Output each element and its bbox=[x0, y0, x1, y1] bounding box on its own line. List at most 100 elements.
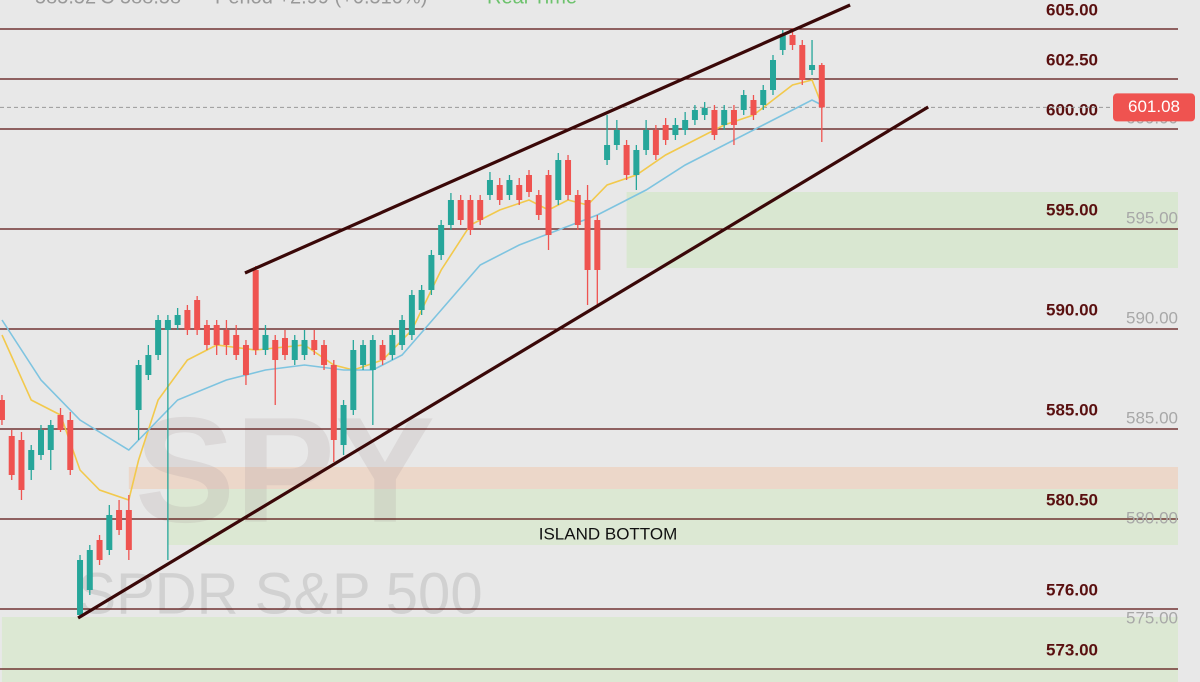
candle-body bbox=[691, 110, 698, 120]
candle-body bbox=[389, 335, 396, 355]
candle-body bbox=[77, 560, 84, 615]
candle-body bbox=[164, 320, 171, 330]
header-open: 585.52 bbox=[35, 0, 96, 8]
candle-body bbox=[555, 160, 562, 200]
zone bbox=[128, 467, 1178, 489]
candle-body bbox=[281, 338, 288, 355]
candle-body bbox=[106, 515, 113, 550]
candle-body bbox=[418, 290, 425, 310]
candle-body bbox=[584, 200, 591, 270]
candle-body bbox=[125, 510, 132, 550]
candle-body bbox=[57, 415, 64, 430]
candle-body bbox=[252, 270, 259, 350]
candle-body bbox=[272, 340, 279, 360]
last-price-label: 601.08 bbox=[1128, 97, 1180, 116]
candle-body bbox=[340, 405, 347, 445]
zone bbox=[626, 192, 1178, 268]
annotation: ISLAND BOTTOM bbox=[539, 524, 678, 543]
candle-body bbox=[701, 108, 708, 115]
candle-body bbox=[662, 125, 669, 140]
candle-body bbox=[155, 320, 162, 355]
candle-body bbox=[350, 350, 357, 410]
candle-body bbox=[96, 540, 103, 560]
candle-body bbox=[194, 300, 201, 330]
zone bbox=[167, 489, 1179, 545]
candle-body bbox=[740, 95, 747, 110]
candle-body bbox=[8, 436, 15, 475]
candle-body bbox=[769, 60, 776, 90]
y-tick-label: 590.00 bbox=[1126, 308, 1178, 327]
candle-body bbox=[0, 400, 5, 420]
candle-body bbox=[37, 430, 44, 455]
last-price-tag bbox=[1113, 93, 1195, 122]
candle-body bbox=[594, 220, 601, 270]
candle-body bbox=[711, 110, 718, 135]
candle-body bbox=[67, 420, 74, 470]
candle-body bbox=[779, 35, 786, 50]
candle-body bbox=[574, 195, 581, 225]
candle-body bbox=[145, 355, 152, 375]
candle-body bbox=[789, 35, 796, 45]
candle-body bbox=[301, 340, 308, 355]
candle-body bbox=[799, 45, 806, 80]
candle-body bbox=[438, 225, 445, 255]
watermark: SPY bbox=[135, 386, 435, 554]
candle-body bbox=[604, 145, 611, 160]
candle-body bbox=[565, 160, 572, 195]
header-close: C 588.58 bbox=[100, 0, 181, 8]
candle-body bbox=[223, 330, 230, 345]
candles bbox=[0, 28, 825, 618]
y-tick-label: 575.00 bbox=[1126, 608, 1178, 627]
candle-body bbox=[623, 145, 630, 175]
candle-body bbox=[408, 295, 415, 335]
level-label: 585.00 bbox=[1046, 400, 1098, 419]
level-label: 576.00 bbox=[1046, 580, 1098, 599]
level-label: 573.00 bbox=[1046, 640, 1098, 659]
candle-body bbox=[516, 185, 523, 200]
candle-body bbox=[135, 365, 142, 410]
price-axis: 575.00580.00585.00590.00595.00600.00601.… bbox=[1113, 93, 1195, 627]
candle-body bbox=[818, 65, 825, 108]
candle-body bbox=[47, 425, 54, 450]
candle-body bbox=[652, 130, 659, 155]
zones bbox=[1, 192, 1179, 682]
candle-body bbox=[486, 180, 493, 195]
header: 585.52 C 588.58 Period +2.99 (+0.510%) R… bbox=[35, 0, 577, 8]
candle-body bbox=[525, 175, 532, 192]
candle-body bbox=[291, 340, 298, 360]
level-label: 600.00 bbox=[1046, 100, 1098, 119]
candle-body bbox=[721, 110, 728, 125]
ma-line bbox=[1, 99, 823, 452]
candle-body bbox=[730, 110, 737, 125]
candle-body bbox=[379, 345, 386, 360]
level-label: 602.50 bbox=[1046, 50, 1098, 69]
candle-body bbox=[311, 340, 318, 350]
trendlines bbox=[77, 3, 930, 620]
candle-body bbox=[86, 550, 93, 590]
candle-body bbox=[643, 130, 650, 150]
level-label: 605.00 bbox=[1046, 0, 1098, 19]
y-tick-label: 585.00 bbox=[1126, 408, 1178, 427]
candle-body bbox=[116, 510, 123, 530]
candle-body bbox=[613, 130, 620, 145]
trendline bbox=[244, 3, 851, 275]
y-tick-label: 595.00 bbox=[1126, 208, 1178, 227]
candle-body bbox=[633, 150, 640, 175]
candle-body bbox=[28, 450, 35, 470]
candle-body bbox=[174, 315, 181, 325]
candle-body bbox=[496, 185, 503, 200]
watermark-subtitle: SPDR S&P 500 bbox=[77, 561, 482, 626]
candle-body bbox=[369, 340, 376, 370]
level-label: 580.50 bbox=[1046, 490, 1098, 509]
candle-body bbox=[330, 365, 337, 440]
trendline bbox=[77, 105, 930, 620]
candle-body bbox=[467, 200, 474, 230]
candle-body bbox=[457, 200, 464, 220]
level-label: 590.00 bbox=[1046, 300, 1098, 319]
candle-body bbox=[184, 310, 191, 330]
header-period: Period +2.99 (+0.510%) bbox=[215, 0, 427, 8]
candle-body bbox=[447, 200, 454, 225]
